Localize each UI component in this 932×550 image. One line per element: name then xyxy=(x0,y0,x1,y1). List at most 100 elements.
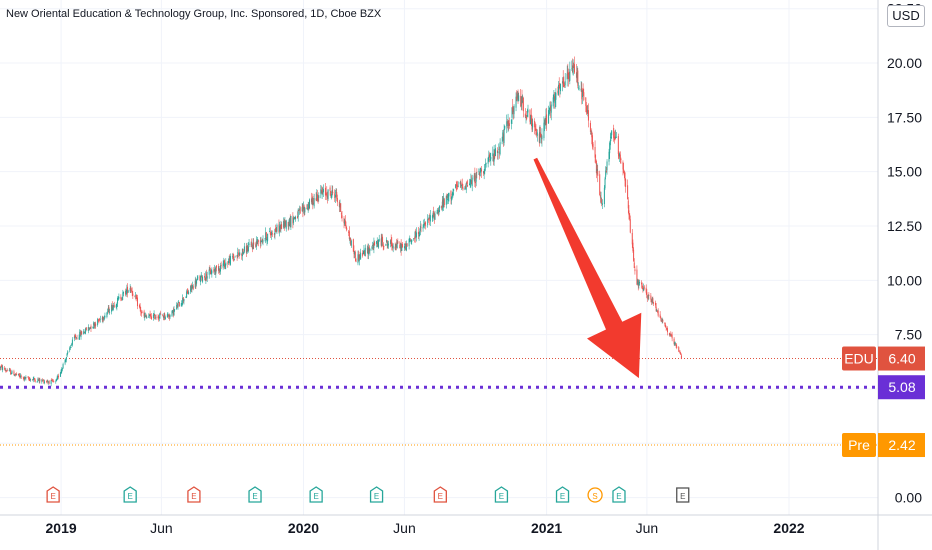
candle-body xyxy=(406,243,408,247)
candle-body xyxy=(181,303,183,305)
earnings-marker[interactable]: E xyxy=(309,486,323,503)
candle-body xyxy=(238,253,240,255)
candle-body xyxy=(538,133,540,143)
candle-body xyxy=(62,364,64,369)
candle-body xyxy=(75,336,77,339)
split-marker[interactable]: S xyxy=(587,487,603,503)
candle-body xyxy=(554,97,556,104)
earnings-marker[interactable]: E xyxy=(369,486,384,503)
candle-body xyxy=(0,366,2,368)
candle-body xyxy=(345,225,347,229)
candle-body xyxy=(577,87,579,89)
candle-body xyxy=(508,120,510,125)
upcoming-earnings-marker[interactable]: E xyxy=(676,487,690,503)
candle-body xyxy=(306,208,308,209)
candle-body xyxy=(130,287,132,291)
candle-body xyxy=(257,239,259,243)
marker-shape xyxy=(309,486,323,503)
candle-body xyxy=(629,213,631,220)
candle-body xyxy=(392,245,394,249)
candle-body xyxy=(562,81,564,84)
currency-selector[interactable]: USD xyxy=(887,5,925,27)
candle-body xyxy=(202,276,204,282)
earnings-marker[interactable]: E xyxy=(123,486,137,503)
candle-body xyxy=(204,276,206,278)
candle-body xyxy=(108,307,110,313)
candle-body xyxy=(479,168,481,176)
candle-body xyxy=(470,179,472,183)
candle-body xyxy=(57,376,59,378)
candle-body xyxy=(503,129,505,143)
earnings-marker[interactable]: E xyxy=(555,486,570,503)
earnings-marker[interactable]: E xyxy=(494,486,509,503)
candle-body xyxy=(10,370,12,374)
earnings-marker[interactable]: E xyxy=(612,486,626,503)
candle-body xyxy=(357,254,359,264)
candle-body xyxy=(483,170,485,173)
earnings-marker[interactable]: E xyxy=(46,486,60,503)
candle-body xyxy=(95,323,97,326)
candle-body xyxy=(502,133,504,141)
candle-body xyxy=(378,239,380,242)
candle-body xyxy=(488,154,490,158)
candle-body xyxy=(609,142,611,154)
x-tick-label: 2022 xyxy=(773,520,804,536)
candle-body xyxy=(14,374,16,376)
y-tick-label: 20.00 xyxy=(887,55,922,71)
candle-body xyxy=(241,253,243,256)
candle-body xyxy=(423,224,425,228)
candle-body xyxy=(526,115,528,120)
candle-body xyxy=(55,379,57,382)
candle-body xyxy=(213,269,215,272)
candle-body xyxy=(47,381,49,383)
candle-body xyxy=(447,195,449,201)
candle-body xyxy=(374,242,376,246)
marker-letter: S xyxy=(592,492,597,501)
candle-body xyxy=(208,269,210,275)
candle-body xyxy=(419,231,421,235)
candle-body xyxy=(308,204,310,209)
candle-body xyxy=(34,378,36,380)
earnings-marker[interactable]: E xyxy=(433,486,447,503)
candle-body xyxy=(168,315,170,318)
candle-body xyxy=(297,209,299,217)
candle-body xyxy=(43,381,45,383)
candle-body xyxy=(624,172,626,181)
candle-body xyxy=(636,269,638,285)
candle-body xyxy=(53,380,55,382)
candle-body xyxy=(186,291,188,298)
candle-body xyxy=(573,66,575,68)
candle-body xyxy=(192,286,194,289)
candle-body xyxy=(247,246,249,251)
candle-body xyxy=(214,269,216,272)
candle-body xyxy=(437,211,439,214)
premarket-price-tag: Pre 2.42 xyxy=(842,433,925,458)
candle-body xyxy=(622,162,624,170)
earnings-marker[interactable]: E xyxy=(248,486,262,503)
candle-body xyxy=(316,194,318,201)
candle-body xyxy=(562,78,564,85)
candle-body xyxy=(85,327,87,331)
candle-body xyxy=(438,209,440,214)
marker-letter: E xyxy=(616,492,621,501)
candle-body xyxy=(358,254,360,262)
candle-body xyxy=(465,185,467,189)
candle-body xyxy=(512,105,514,111)
candle-body xyxy=(471,179,473,185)
candle-body xyxy=(107,307,109,312)
candle-body xyxy=(172,310,174,312)
candle-body xyxy=(6,371,8,372)
candle-body xyxy=(482,171,484,174)
candle-body xyxy=(599,195,601,198)
candle-body xyxy=(140,309,142,313)
candle-body xyxy=(64,360,66,364)
y-tick-label: 7.50 xyxy=(895,327,922,343)
candle-body xyxy=(643,286,645,289)
candle-body xyxy=(116,303,118,307)
candle-body xyxy=(321,191,323,196)
tag-value: 6.40 xyxy=(888,351,915,367)
candle-body xyxy=(154,317,156,319)
candle-body xyxy=(93,323,95,327)
earnings-marker[interactable]: E xyxy=(187,486,201,503)
